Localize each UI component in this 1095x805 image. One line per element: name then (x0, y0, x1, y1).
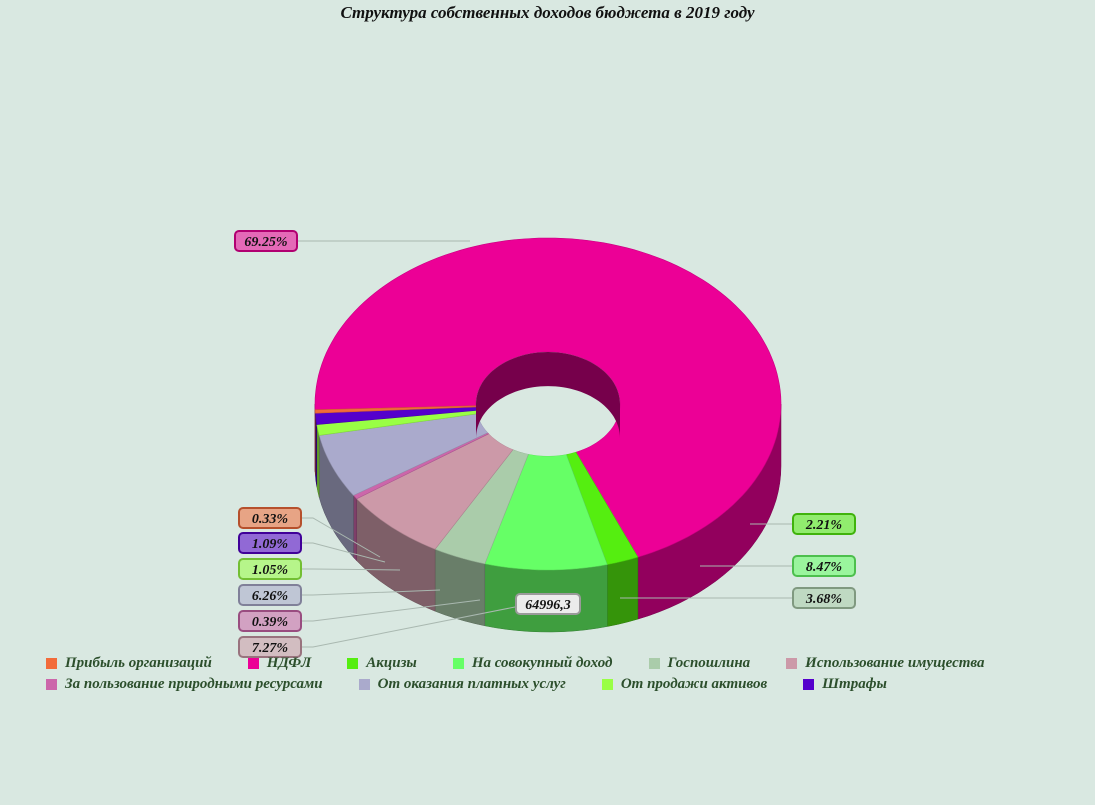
legend-label: Госпошлина (667, 655, 751, 671)
data-label-box (238, 507, 302, 529)
legend-swatch (46, 658, 57, 669)
legend-swatch (648, 658, 660, 669)
legend-item: Штрафы (803, 676, 887, 693)
legend-item: Использование имущества (786, 655, 985, 672)
legend-label: На совокупный доход (471, 655, 613, 671)
data-label: 8.47% (806, 560, 842, 575)
data-label-box (238, 584, 302, 606)
legend-label: НДФЛ (266, 655, 312, 671)
legend-item: Прибыль организаций (46, 655, 212, 672)
data-label-box (238, 636, 302, 658)
legend-label: Прибыль организаций (65, 655, 212, 671)
data-label: 0.39% (252, 615, 288, 630)
legend-label: От оказания платных услуг (377, 676, 566, 692)
legend-label: Штрафы (822, 676, 887, 692)
legend-label: От продажи активов (620, 676, 768, 692)
legend-label: Использование имущества (805, 655, 985, 671)
data-label-box (792, 555, 856, 577)
leader-line (301, 599, 481, 622)
legend-swatch (452, 658, 464, 669)
data-label-box (792, 513, 856, 535)
data-label: 3.68% (805, 592, 842, 607)
data-label: 2.21% (805, 518, 842, 533)
leader-line (301, 605, 521, 648)
legend-item: Госпошлина (648, 655, 751, 672)
data-label: 1.09% (252, 537, 288, 552)
total-label-box (515, 593, 581, 615)
data-label: 6.26% (252, 589, 288, 604)
legend-item: На совокупный доход (452, 655, 613, 672)
legend-item: От продажи активов (601, 676, 768, 693)
leader-line (301, 589, 441, 596)
chart-title: Структура собственных доходов бюджета в … (340, 3, 755, 22)
legend-swatch (803, 679, 815, 690)
leader-line (301, 568, 401, 571)
data-label: 7.27% (252, 641, 288, 656)
legend-swatch (786, 658, 798, 669)
leader-line (301, 542, 386, 563)
legend-swatch (247, 658, 259, 669)
legend-swatch (46, 679, 57, 690)
legend-swatch (347, 658, 359, 669)
legend-item: От оказания платных услуг (358, 676, 566, 693)
data-label: 1.05% (252, 563, 288, 578)
legend: Прибыль организаций НДФЛ Акцизы На совокупн… (46, 655, 1056, 693)
legend-item: НДФЛ (247, 655, 312, 672)
data-label: 0.33% (252, 512, 288, 527)
slice-6-side (353, 494, 357, 562)
legend-item: За пользование природными ресурсами (46, 676, 323, 693)
slice-8-side (316, 424, 320, 498)
legend-label: За пользование природными ресурсами (65, 676, 323, 692)
slice-2-side (607, 556, 639, 627)
legend-item: Акцизы (347, 655, 417, 672)
data-label-box (792, 587, 856, 609)
leader-line (301, 517, 381, 558)
data-label-box (238, 610, 302, 632)
legend-swatch (601, 679, 613, 690)
data-label-box (238, 532, 302, 554)
data-label: 69.25% (244, 235, 287, 250)
data-label-box (234, 230, 298, 252)
data-label-box (238, 558, 302, 580)
legend-label: Акцизы (366, 655, 417, 671)
slice-1-inner-wall (476, 352, 620, 439)
legend-swatch (358, 679, 370, 690)
total-label: 64996,3 (525, 598, 571, 613)
